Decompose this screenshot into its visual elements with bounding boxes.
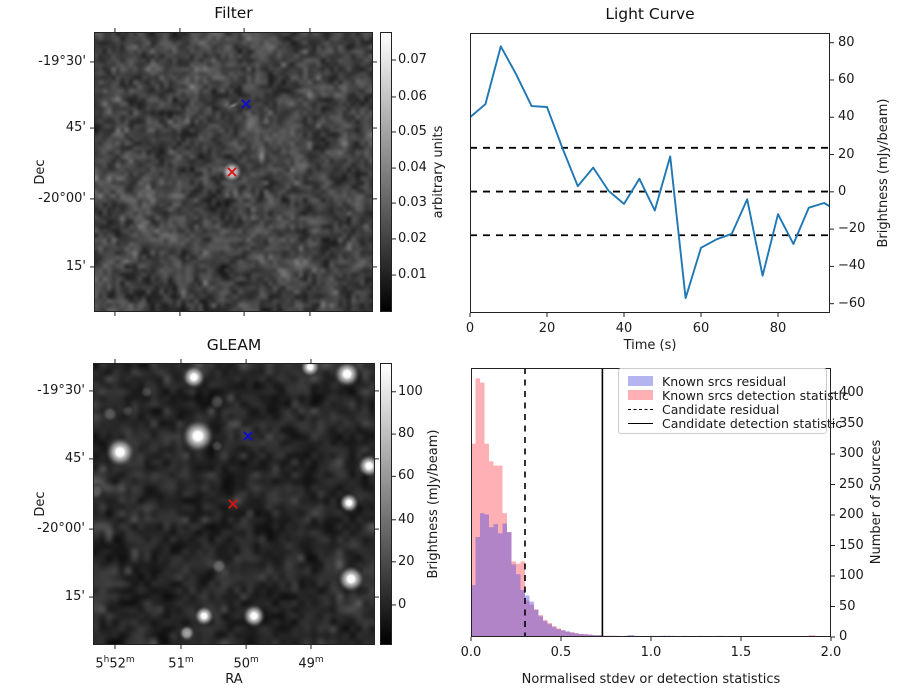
filter-image [94,32,373,312]
x-tick-label: 40 [615,321,633,336]
gleam-ylabel: Dec [33,491,48,517]
filter-colorbar-label: arbitrary units [431,125,446,219]
gleam-xlabel: RA [225,672,243,687]
y-tick-label: 400 [839,385,864,400]
colorbar-tick-label: 0 [398,596,407,612]
x-tick-label: 60 [692,321,710,336]
candidate-detection-line-swatch [628,422,653,424]
y-tick-label: 100 [839,568,864,583]
x-tick-label: 0 [465,321,475,336]
y-tick-label: −40 [838,258,866,274]
legend-item: Candidate detection statistic [628,416,842,431]
gleam-reference-marker [228,499,238,509]
histogram-ylabel: Number of Sources [869,439,884,565]
legend-item: Candidate residual [628,401,826,417]
x-tick-label: 80 [769,321,787,336]
legend-item: Known srcs residual [628,373,826,389]
colorbar-tick-label: 80 [398,426,415,442]
x-tick-label: 51m [168,655,194,672]
legend-label: Known srcs residual [662,373,787,389]
histogram-legend: Known srcs residual Known srcs detection… [618,368,849,434]
x-tick-label: 1.0 [640,645,662,660]
light-curve-ylabel: Brightness (mJy/beam) [876,98,891,248]
legend-label: Known srcs detection statistic [662,387,849,403]
colorbar-tick-label: 60 [398,468,415,484]
light-curve-title: Light Curve [605,5,695,23]
colorbar-tick-label: 0.02 [398,230,427,246]
x-tick-label: 0.0 [460,645,482,660]
candidate-residual-line-swatch [628,408,653,410]
x-tick-label: 49m [298,655,324,672]
gleam-colorbar-label: Brightness (mJy/beam) [426,429,441,579]
colorbar-tick-label: 0.01 [398,267,427,283]
light-curve-xlabel: Time (s) [623,338,677,353]
y-tick-label: 15' [65,258,86,274]
x-tick-label: 20 [538,321,556,336]
filter-ylabel: Dec [33,159,48,185]
light-curve-line [470,45,830,300]
x-tick-label: 5h52m [95,655,135,672]
legend-label: Candidate detection statistic [662,415,843,431]
x-tick-label: 0.5 [550,645,572,660]
filter-title: Filter [214,4,253,22]
gleam-title: GLEAM [206,336,262,354]
y-tick-label: 80 [838,34,855,50]
y-tick-label: 50 [839,598,856,614]
filter-frame [94,32,373,312]
y-tick-label: 0 [839,629,848,644]
y-tick-label: 45' [64,450,85,466]
filter-candidate-marker [241,99,251,109]
colorbar-tick-label: 0.04 [398,160,427,176]
y-tick-label: 40 [838,109,855,125]
filter-colorbar [380,32,392,312]
y-tick-label: 300 [839,446,864,461]
histogram-xlabel: Normalised stdev or detection statistics [521,672,781,687]
known-srcs-detection-swatch [628,390,653,400]
colorbar-tick-label: 0.07 [398,52,427,67]
colorbar-tick-label: 0.03 [398,195,427,211]
x-tick-label: 50m [233,655,259,672]
y-tick-label: −60 [838,295,866,311]
colorbar-tick-label: 20 [398,553,415,569]
y-tick-label: 150 [839,537,864,553]
y-tick-label: 15' [64,589,85,605]
y-tick-label: 350 [839,415,864,431]
hist-series [471,513,711,637]
filter-reference-marker [227,167,237,177]
colorbar-tick-label: 0.06 [398,88,427,104]
y-tick-label: 200 [839,507,864,522]
y-tick-label: -19°30' [38,53,86,69]
y-tick-label: 20 [838,146,855,162]
hist-series [471,378,816,637]
legend-item: Known srcs detection statistic [628,388,849,403]
light-curve-frame [470,33,830,313]
gleam-colorbar [380,363,392,645]
y-tick-label: -19°30' [37,382,85,398]
gleam-frame [93,363,375,645]
y-tick-label: 250 [839,476,864,492]
y-tick-label: −20 [838,221,866,237]
y-tick-label: 45' [65,120,86,136]
y-tick-label: -20°00' [38,190,86,206]
y-tick-label: 0 [838,183,847,199]
gleam-candidate-marker [243,431,253,441]
y-tick-label: 60 [838,71,855,87]
x-tick-label: 1.5 [730,645,752,660]
colorbar-tick-label: 0.05 [398,123,427,139]
legend-label: Candidate residual [662,401,780,417]
y-tick-label: -20°00' [37,521,85,537]
colorbar-tick-label: 40 [398,511,415,527]
colorbar-tick-label: 100 [398,383,423,399]
known-srcs-residual-swatch [628,376,653,386]
x-tick-label: 2.0 [820,645,842,660]
